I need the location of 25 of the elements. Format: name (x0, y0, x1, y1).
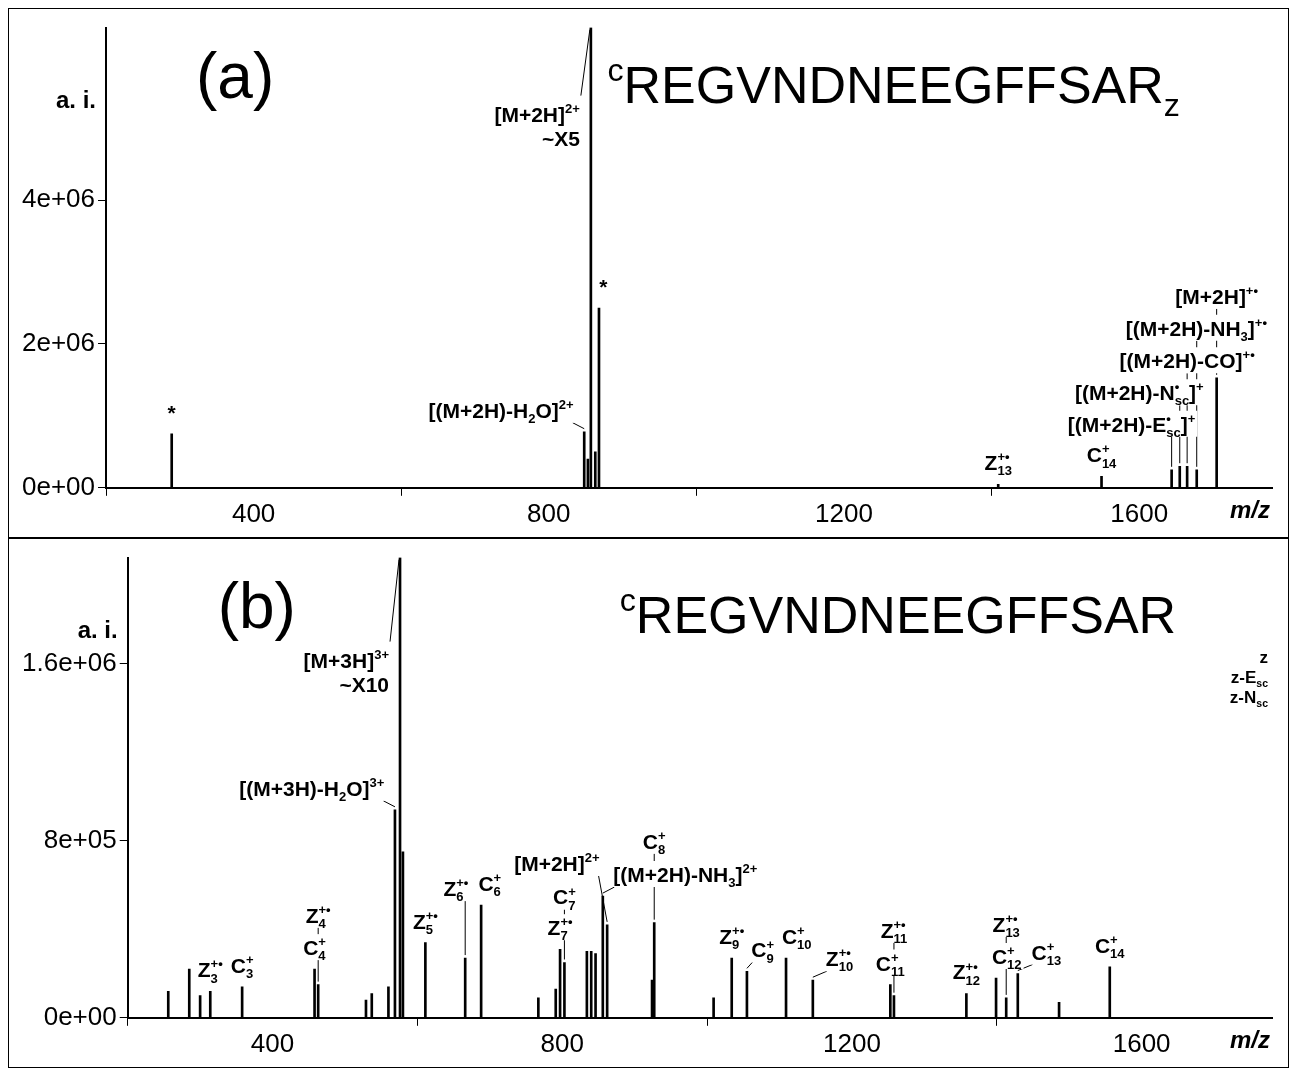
annotation: (a) (196, 39, 275, 112)
annotation: * (167, 400, 177, 424)
x-tick-label: 1600 (1112, 1027, 1171, 1058)
y-tick-label: 4e+06 (21, 183, 96, 214)
x-tick-label: 1600 (1110, 497, 1169, 528)
annotation: [M+2H]+• (1175, 282, 1259, 308)
x-tick-label: 800 (540, 1027, 584, 1058)
y-tick-label: 1.6e+06 (21, 646, 117, 677)
y-tick-label: 0e+00 (21, 470, 96, 501)
y-axis-title: a. i. (56, 85, 97, 113)
annotation: (b) (217, 569, 296, 642)
annotation: z (1259, 647, 1268, 667)
y-tick-label: 8e+05 (43, 823, 117, 854)
x-tick-label: 1200 (815, 497, 873, 528)
y-tick-label: 0e+00 (43, 1000, 117, 1031)
y-axis-title: a. i. (77, 615, 118, 643)
x-tick-label: 400 (231, 497, 276, 528)
x-axis-title: m/z (1229, 496, 1270, 524)
x-axis-title: m/z (1229, 1026, 1270, 1054)
x-tick-label: 800 (527, 497, 571, 528)
annotation: * (599, 275, 609, 299)
annotation: [(M+2H)-CO]+• (1119, 347, 1256, 373)
x-tick-label: 1200 (823, 1027, 881, 1058)
x-tick-label: 400 (250, 1027, 295, 1058)
y-tick-label: 2e+06 (21, 327, 96, 358)
